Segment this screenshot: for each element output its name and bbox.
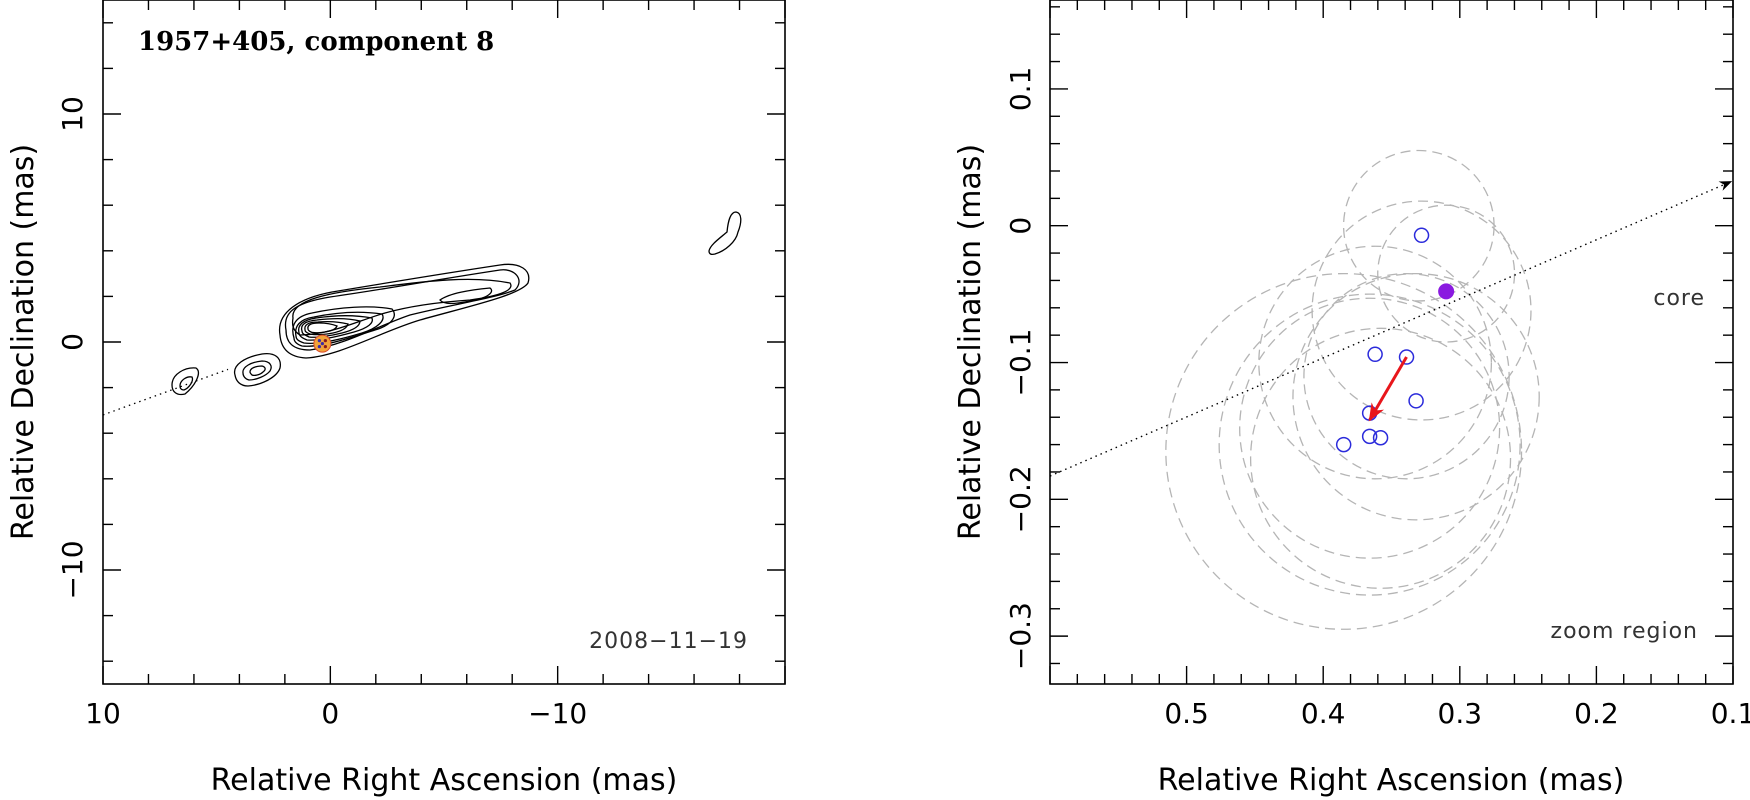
right-error-circle xyxy=(1258,245,1493,480)
left-tick-labels: 10 0 −10 10 0 −10 xyxy=(56,96,587,730)
right-y-tick-label: 0.1 xyxy=(1004,67,1037,112)
right-data-point xyxy=(1361,428,1378,445)
right-core-direction-line xyxy=(1049,180,1733,477)
left-plot-content xyxy=(102,211,742,416)
left-contour-extended xyxy=(278,263,530,359)
left-jet-axis xyxy=(102,368,229,416)
left-component-dot xyxy=(317,344,321,349)
right-filled-point xyxy=(1438,283,1455,300)
right-tick-labels: 0.5 0.4 0.3 0.2 0.1 0.1 0 −0.1 −0.2 −0.3 xyxy=(1004,67,1750,730)
left-counter-blob-1-core xyxy=(249,365,266,377)
left-y-tick-label: 0 xyxy=(56,333,89,351)
right-error-circle xyxy=(1311,200,1532,421)
left-date-label: 2008−11−19 xyxy=(589,629,748,654)
right-error-circle xyxy=(1342,149,1495,302)
left-y-axis-label: Relative Declination (mas) xyxy=(6,144,41,540)
right-error-circle xyxy=(1249,327,1512,589)
left-y-tick-label: −10 xyxy=(56,540,89,599)
left-contour-level-6 xyxy=(307,322,338,334)
right-error-circle xyxy=(1218,293,1521,596)
right-error-circle xyxy=(1303,272,1510,480)
right-y-tick-label: −0.2 xyxy=(1004,465,1037,533)
right-y-tick-label: −0.1 xyxy=(1004,329,1037,397)
left-component-dot xyxy=(323,344,327,349)
right-error-circle xyxy=(1165,272,1523,630)
left-contour-level-1 xyxy=(292,306,395,347)
right-data-point xyxy=(1413,227,1430,244)
left-ticks xyxy=(102,0,786,684)
right-error-circle xyxy=(1239,297,1501,559)
left-contour-outer xyxy=(291,278,512,336)
right-x-tick-label: 0.5 xyxy=(1164,697,1209,730)
right-error-circle xyxy=(1377,204,1516,343)
left-counter-blob-1-inner xyxy=(242,360,272,381)
left-counter-blob-2-inner xyxy=(179,376,194,391)
left-x-tick-label: −10 xyxy=(528,697,587,730)
left-plot-frame xyxy=(102,0,786,685)
right-x-tick-label: 0.2 xyxy=(1574,697,1619,730)
right-error-circle xyxy=(1292,272,1540,521)
right-core-label: core xyxy=(1653,286,1705,311)
left-counter-blob-1 xyxy=(233,352,281,387)
right-motion-vector xyxy=(1368,356,1408,422)
left-x-axis-label: Relative Right Ascension (mas) xyxy=(211,763,678,798)
left-component-dot xyxy=(320,341,324,346)
right-data-point xyxy=(1372,430,1389,446)
right-x-axis-label: Relative Right Ascension (mas) xyxy=(1158,763,1625,798)
right-plot-content xyxy=(1049,149,1733,630)
left-chart-title: 1957+405, component 8 xyxy=(138,27,494,57)
left-panel: 10 0 −10 10 0 −10 1957+405, component 8 2008−… xyxy=(6,0,786,798)
left-contours xyxy=(171,211,742,396)
right-y-axis-label: Relative Declination (mas) xyxy=(953,144,988,540)
left-contour-knot xyxy=(439,287,493,305)
right-data-point xyxy=(1335,436,1352,453)
right-data-point xyxy=(1398,349,1415,365)
right-ticks xyxy=(1049,0,1734,684)
right-y-tick-label: −0.3 xyxy=(1004,602,1037,670)
left-y-tick-label: 10 xyxy=(56,96,89,132)
right-x-tick-label: 0.3 xyxy=(1438,697,1483,730)
left-contour-level-3 xyxy=(297,315,374,341)
left-component-dot xyxy=(317,338,321,343)
left-counter-blob-2 xyxy=(171,367,200,396)
left-x-tick-label: 10 xyxy=(85,697,121,730)
left-contour-level-5 xyxy=(304,320,349,336)
right-data-point xyxy=(1367,346,1383,363)
right-y-tick-label: 0 xyxy=(1004,217,1037,235)
right-x-tick-label: 0.4 xyxy=(1301,697,1346,730)
right-panel: 0.5 0.4 0.3 0.2 0.1 0.1 0 −0.1 −0.2 −0.3 zoom reg… xyxy=(953,0,1750,798)
left-far-jet-blob xyxy=(708,211,742,256)
left-component-dot xyxy=(323,338,327,343)
left-contour-level-4 xyxy=(300,317,361,338)
right-plot-frame xyxy=(1049,0,1734,685)
right-data-point xyxy=(1408,393,1424,409)
right-zoom-label: zoom region xyxy=(1551,619,1698,644)
left-x-tick-label: 0 xyxy=(321,697,339,730)
right-x-tick-label: 0.1 xyxy=(1711,697,1750,730)
left-contour-level-2 xyxy=(294,311,384,345)
